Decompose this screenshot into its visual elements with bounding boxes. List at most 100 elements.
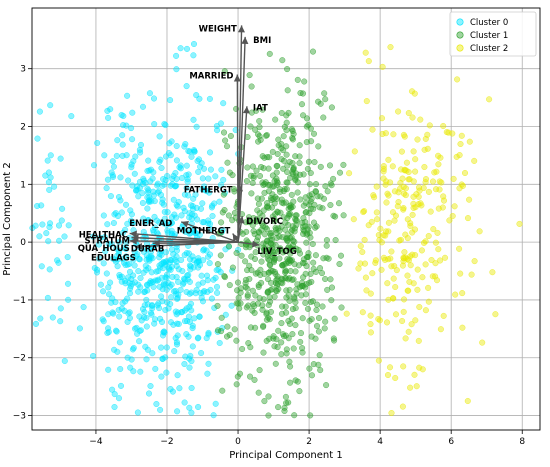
data-point: [294, 76, 301, 83]
data-point: [328, 284, 336, 291]
data-point: [194, 335, 201, 342]
loading-label: LIV_TOG: [257, 247, 296, 257]
data-point: [189, 343, 196, 350]
data-point: [375, 357, 382, 364]
y-tick-label: −2: [13, 354, 26, 364]
data-point: [173, 157, 180, 164]
data-point: [457, 270, 464, 277]
data-point: [310, 259, 317, 266]
data-point: [205, 253, 212, 260]
data-point: [203, 272, 211, 279]
data-point: [221, 68, 228, 75]
data-point: [265, 204, 272, 211]
data-point: [367, 321, 374, 328]
data-point: [140, 215, 147, 222]
data-point: [340, 212, 347, 219]
data-point: [259, 106, 266, 113]
data-point: [44, 157, 51, 164]
data-point: [168, 219, 175, 226]
legend-label: Cluster 0: [470, 18, 508, 28]
data-point: [293, 173, 300, 180]
data-point: [239, 345, 246, 353]
data-point: [304, 226, 311, 233]
data-point: [252, 292, 259, 299]
data-point: [340, 161, 347, 168]
data-point: [290, 130, 297, 138]
data-point: [206, 260, 213, 267]
data-point: [34, 202, 41, 210]
data-point: [191, 148, 198, 155]
data-point: [300, 274, 307, 281]
data-point: [405, 176, 412, 183]
data-point: [183, 184, 190, 192]
data-point: [403, 159, 410, 166]
data-point: [34, 135, 41, 142]
data-point: [183, 45, 191, 52]
data-point: [157, 191, 165, 198]
data-point: [148, 269, 155, 276]
data-point: [36, 108, 43, 115]
data-point: [131, 170, 138, 177]
data-point: [281, 407, 288, 415]
data-point: [375, 315, 382, 323]
data-point: [395, 189, 402, 196]
data-point: [162, 122, 169, 129]
data-point: [399, 262, 406, 269]
data-point: [302, 299, 309, 306]
data-point: [119, 300, 126, 307]
data-point: [373, 209, 380, 216]
y-tick-label: −1: [13, 296, 26, 306]
data-point: [378, 266, 385, 273]
data-point: [221, 273, 228, 280]
data-point: [401, 249, 408, 256]
data-point: [272, 194, 279, 201]
data-point: [186, 148, 193, 155]
data-point: [292, 322, 299, 329]
data-point: [298, 101, 306, 108]
data-point: [130, 272, 137, 279]
data-point: [185, 333, 192, 340]
loading-arrowhead: [242, 106, 250, 114]
data-point: [322, 275, 329, 283]
data-point: [224, 323, 231, 330]
data-point: [380, 175, 387, 182]
loading-label: EDULAGS: [91, 254, 136, 264]
data-point: [281, 123, 288, 130]
data-point: [123, 122, 130, 129]
data-point: [137, 141, 145, 148]
data-point: [220, 129, 228, 136]
data-point: [397, 236, 404, 243]
data-point: [190, 116, 197, 123]
data-point: [137, 368, 144, 375]
data-point: [367, 290, 374, 297]
data-point: [391, 217, 398, 224]
data-point: [471, 157, 478, 164]
data-point: [307, 270, 314, 277]
data-point: [291, 412, 298, 419]
data-point: [440, 312, 447, 319]
data-point: [285, 292, 292, 299]
data-point: [308, 333, 315, 340]
data-point: [32, 222, 39, 229]
data-point: [216, 339, 223, 347]
data-point: [415, 337, 422, 344]
loading-label: MOTHERGT: [177, 226, 231, 236]
loading-arrowhead: [241, 36, 249, 45]
data-point: [130, 158, 137, 165]
scatter-points: [29, 40, 523, 419]
data-point: [299, 315, 306, 322]
data-point: [279, 234, 286, 241]
data-point: [293, 212, 300, 219]
data-point: [309, 48, 317, 55]
data-point: [209, 212, 216, 220]
data-point: [365, 222, 372, 229]
data-point: [76, 325, 83, 332]
data-point: [136, 327, 143, 335]
data-point: [290, 276, 297, 283]
data-point: [285, 109, 292, 116]
data-point: [179, 267, 186, 275]
data-point: [280, 200, 287, 207]
data-point: [406, 278, 413, 285]
data-point: [276, 255, 283, 262]
